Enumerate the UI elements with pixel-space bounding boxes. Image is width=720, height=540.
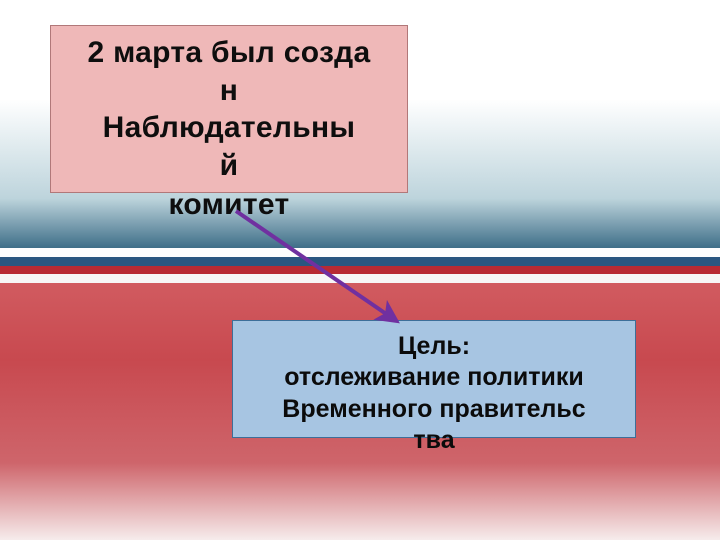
target-line-4: тва: [247, 425, 621, 456]
source-line-3: Наблюдательны: [63, 109, 395, 147]
bg-flag-stripes: [0, 248, 720, 283]
source-line-4: й: [63, 147, 395, 185]
stripe-white: [0, 248, 720, 257]
source-box: 2 марта был созда н Наблюдательны й коми…: [50, 25, 408, 193]
source-line-1: 2 марта был созда: [63, 34, 395, 72]
stripe-blue: [0, 257, 720, 266]
stripe-white-2: [0, 274, 720, 283]
source-line-5: комитет: [169, 188, 290, 221]
target-line-3: Временного правительс: [247, 394, 621, 425]
stripe-red: [0, 266, 720, 275]
target-box: Цель: отслеживание политики Временного п…: [232, 320, 636, 438]
target-line-2: отслеживание политики: [247, 362, 621, 393]
source-line-2: н: [63, 72, 395, 110]
target-line-1: Цель:: [247, 331, 621, 362]
